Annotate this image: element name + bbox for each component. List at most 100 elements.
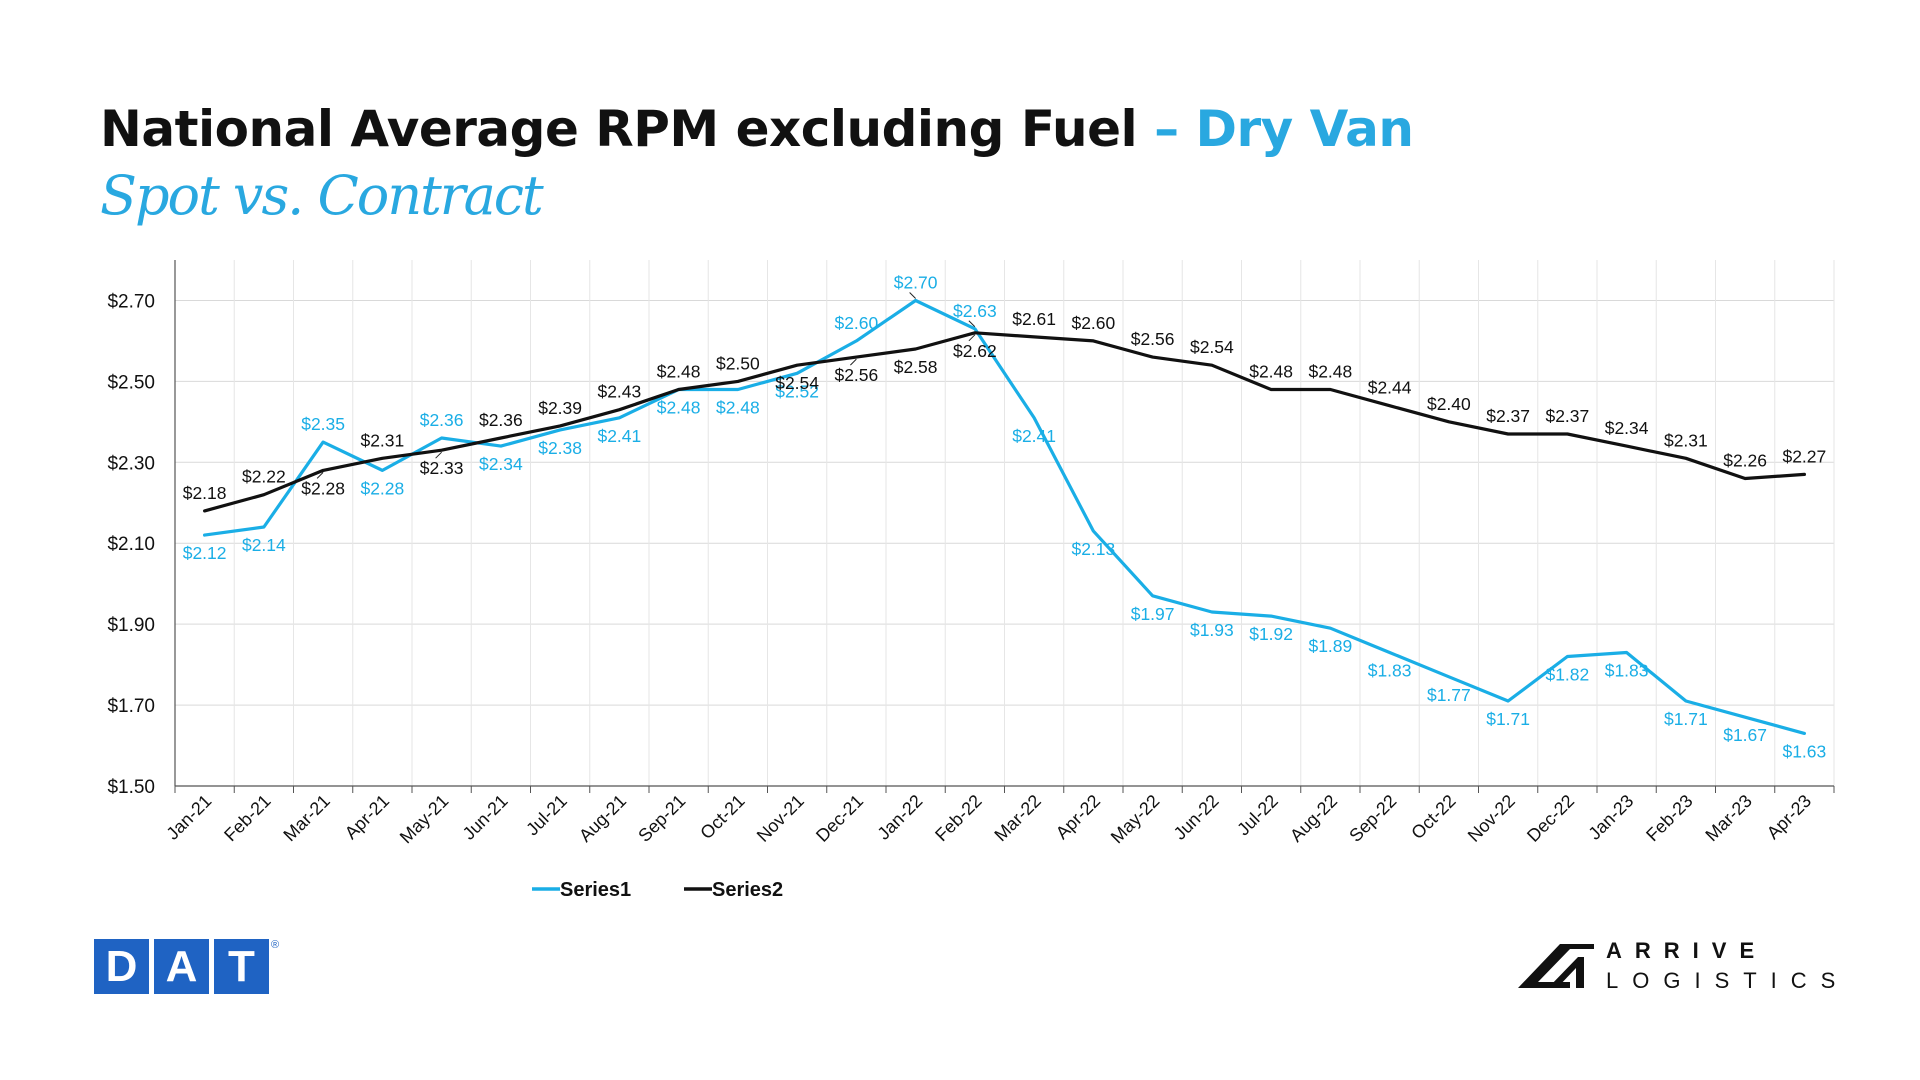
data-label-series2: $2.48 [1308,361,1352,381]
legend-label-series1: Series1 [560,879,631,901]
data-labels: $2.12 $2.14 $2.35 $2.28 $2.36 $2.34 $2.38 $2.41… [183,272,1827,761]
data-label-series2: $2.48 [1249,361,1293,381]
data-label-series2: $2.40 [1427,394,1471,414]
x-tick-label: May-21 [396,791,453,848]
x-tick-label: Apr-23 [1763,791,1815,843]
data-label-series1: $1.82 [1545,665,1589,685]
data-label-series1: $1.83 [1368,660,1412,680]
series-lines [203,298,1807,736]
data-label-series1: $1.83 [1605,660,1649,680]
dat-registered-mark: ® [271,939,280,951]
data-label-series2: $2.48 [657,361,701,381]
data-label-series1: $2.28 [360,478,404,498]
chart-axes [174,260,1835,793]
data-label-series2: $2.50 [716,353,760,373]
data-label-series2: $2.33 [420,458,464,478]
x-tick-label: Aug-22 [1286,791,1341,846]
x-tick-label: Jun-22 [1170,791,1223,844]
data-label-series2: $2.61 [1012,309,1056,329]
x-tick-label: Dec-22 [1523,791,1578,846]
data-label-series2: $2.39 [538,398,582,418]
arrive-logo-line1: ARRIVE [1606,938,1768,963]
x-tick-label: Oct-21 [696,791,748,843]
data-label-series1: $2.41 [1012,426,1056,446]
data-label-series1: $2.63 [953,301,997,321]
y-tick-label: $1.90 [107,615,155,636]
dat-logo: D A T ® [94,939,279,994]
data-label-series2: $2.54 [775,373,819,393]
page-title: National Average RPM excluding Fuel – Dr… [100,100,1414,158]
x-tick-label: Jan-22 [873,791,926,844]
data-label-series1: $2.60 [834,313,878,333]
data-label-series2: $2.56 [1131,329,1175,349]
arrive-logo-line2: LOGISTICS [1606,968,1850,993]
x-tick-label: Sep-22 [1345,791,1400,846]
x-tick-label: Mar-23 [1701,791,1755,845]
arrive-logo-text: ARRIVE LOGISTICS [1606,940,1849,992]
chart-gridlines [174,260,1835,787]
label-leader-line [909,292,916,299]
arrive-logo-icon [1518,944,1594,988]
page-subtitle: Spot vs. Contract [100,164,544,227]
label-leader-line [316,472,324,479]
data-label-series2: $2.18 [183,483,227,503]
y-tick-label: $2.30 [107,453,155,474]
data-label-series1: $1.71 [1486,709,1530,729]
x-tick-label: Feb-23 [1642,791,1696,845]
x-tick-label: Mar-22 [990,791,1044,845]
data-label-series2: $2.60 [1071,313,1115,333]
y-tick-label: $2.10 [107,534,155,555]
data-label-series1: $1.89 [1308,636,1352,656]
x-tick-label: Apr-22 [1052,791,1104,843]
x-tick-label: Nov-22 [1464,791,1519,846]
x-tick-label: Feb-21 [220,791,274,845]
data-label-series2: $2.44 [1368,378,1412,398]
x-tick-label: Nov-21 [753,791,808,846]
data-label-series1: $1.63 [1782,741,1826,761]
data-label-series2: $2.34 [1605,418,1649,438]
x-tick-label: May-22 [1107,791,1164,848]
dat-logo-letter-d: D [94,939,149,994]
x-tick-label: Mar-21 [279,791,333,845]
x-tick-label: Jan-23 [1584,791,1637,844]
title-block: National Average RPM excluding Fuel – Dr… [100,100,1414,227]
x-tick-label: Jul-21 [522,791,571,840]
data-label-series1: $2.52 [775,381,819,401]
label-leader-lines [316,292,976,479]
data-label-series2: $2.54 [1190,337,1234,357]
arrive-logistics-logo: ARRIVE LOGISTICS [1518,940,1849,992]
y-tick-label: $1.70 [107,696,155,717]
title-main: National Average RPM excluding Fuel [100,100,1138,158]
data-label-series2: $2.62 [953,341,997,361]
label-leader-line [968,334,976,342]
data-label-series1: $2.35 [301,414,345,434]
data-label-series1: $2.48 [716,397,760,417]
data-label-series2: $2.56 [834,365,878,385]
x-tick-label: Jul-22 [1233,791,1282,840]
data-label-series2: $2.22 [242,467,286,487]
x-tick-label: Aug-21 [575,791,630,846]
x-tick-label: Feb-22 [931,791,985,845]
data-label-series1: $1.93 [1190,620,1234,640]
data-label-series1: $2.34 [479,454,523,474]
legend-label-series2: Series2 [712,879,783,901]
label-leader-line [968,320,976,328]
data-label-series1: $1.92 [1249,624,1293,644]
x-tick-label: Dec-21 [812,791,867,846]
data-label-series2: $2.28 [301,478,345,498]
data-label-series2: $2.31 [360,430,404,450]
y-tick-label: $1.50 [107,777,155,798]
data-label-series2: $2.27 [1782,446,1826,466]
data-label-series2: $2.37 [1545,406,1589,426]
data-label-series1: $2.48 [657,397,701,417]
y-tick-label: $2.70 [107,291,155,312]
x-tick-label: Oct-22 [1407,791,1459,843]
x-tick-label: Jan-21 [162,791,215,844]
x-tick-label: Jun-21 [459,791,512,844]
x-tick-label: Apr-21 [341,791,393,843]
data-label-series1: $2.12 [183,543,227,563]
chart-legend: Series1 Series2 [532,879,783,901]
data-label-series2: $2.31 [1664,430,1708,450]
data-label-series2: $2.58 [894,357,938,377]
